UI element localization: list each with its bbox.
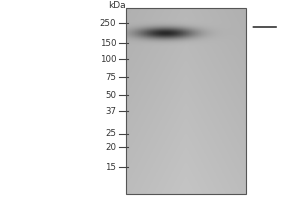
- Text: kDa: kDa: [108, 1, 126, 10]
- Text: 37: 37: [105, 107, 116, 116]
- Text: 50: 50: [105, 90, 116, 99]
- Text: 100: 100: [100, 54, 116, 64]
- Text: 20: 20: [105, 142, 116, 152]
- Text: 15: 15: [105, 162, 116, 171]
- Bar: [126, 8, 246, 194]
- Text: 150: 150: [100, 38, 116, 47]
- Text: 250: 250: [100, 19, 116, 27]
- Text: 25: 25: [105, 130, 116, 139]
- Text: 75: 75: [105, 72, 116, 82]
